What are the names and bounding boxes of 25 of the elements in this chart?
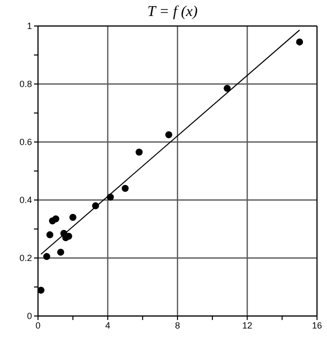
y-tick-label: 1 [26, 21, 32, 32]
x-tick-label: 8 [174, 320, 180, 330]
point [165, 131, 172, 138]
point [38, 286, 44, 294]
y-tick-label: 0.8 [19, 79, 32, 90]
point [69, 214, 76, 221]
point [57, 248, 64, 256]
x-tick-label: 4 [105, 320, 110, 330]
point [43, 253, 50, 260]
y-tick-label: 0.6 [19, 137, 32, 148]
x-tick-label: 16 [312, 320, 322, 330]
x-tick-label: 12 [242, 320, 252, 330]
point [122, 184, 129, 192]
point [52, 215, 60, 222]
chart-title: T = f (x) [146, 4, 199, 22]
point [296, 38, 304, 46]
y-tick-label: 0.2 [19, 253, 32, 264]
point [224, 84, 231, 92]
point [136, 148, 143, 156]
point [106, 194, 114, 201]
point [46, 231, 54, 238]
y-tick-label: 0 [26, 311, 32, 322]
x-tick-label: 0 [35, 320, 41, 330]
point [92, 202, 100, 210]
y-tick-label: 0.4 [19, 195, 32, 206]
